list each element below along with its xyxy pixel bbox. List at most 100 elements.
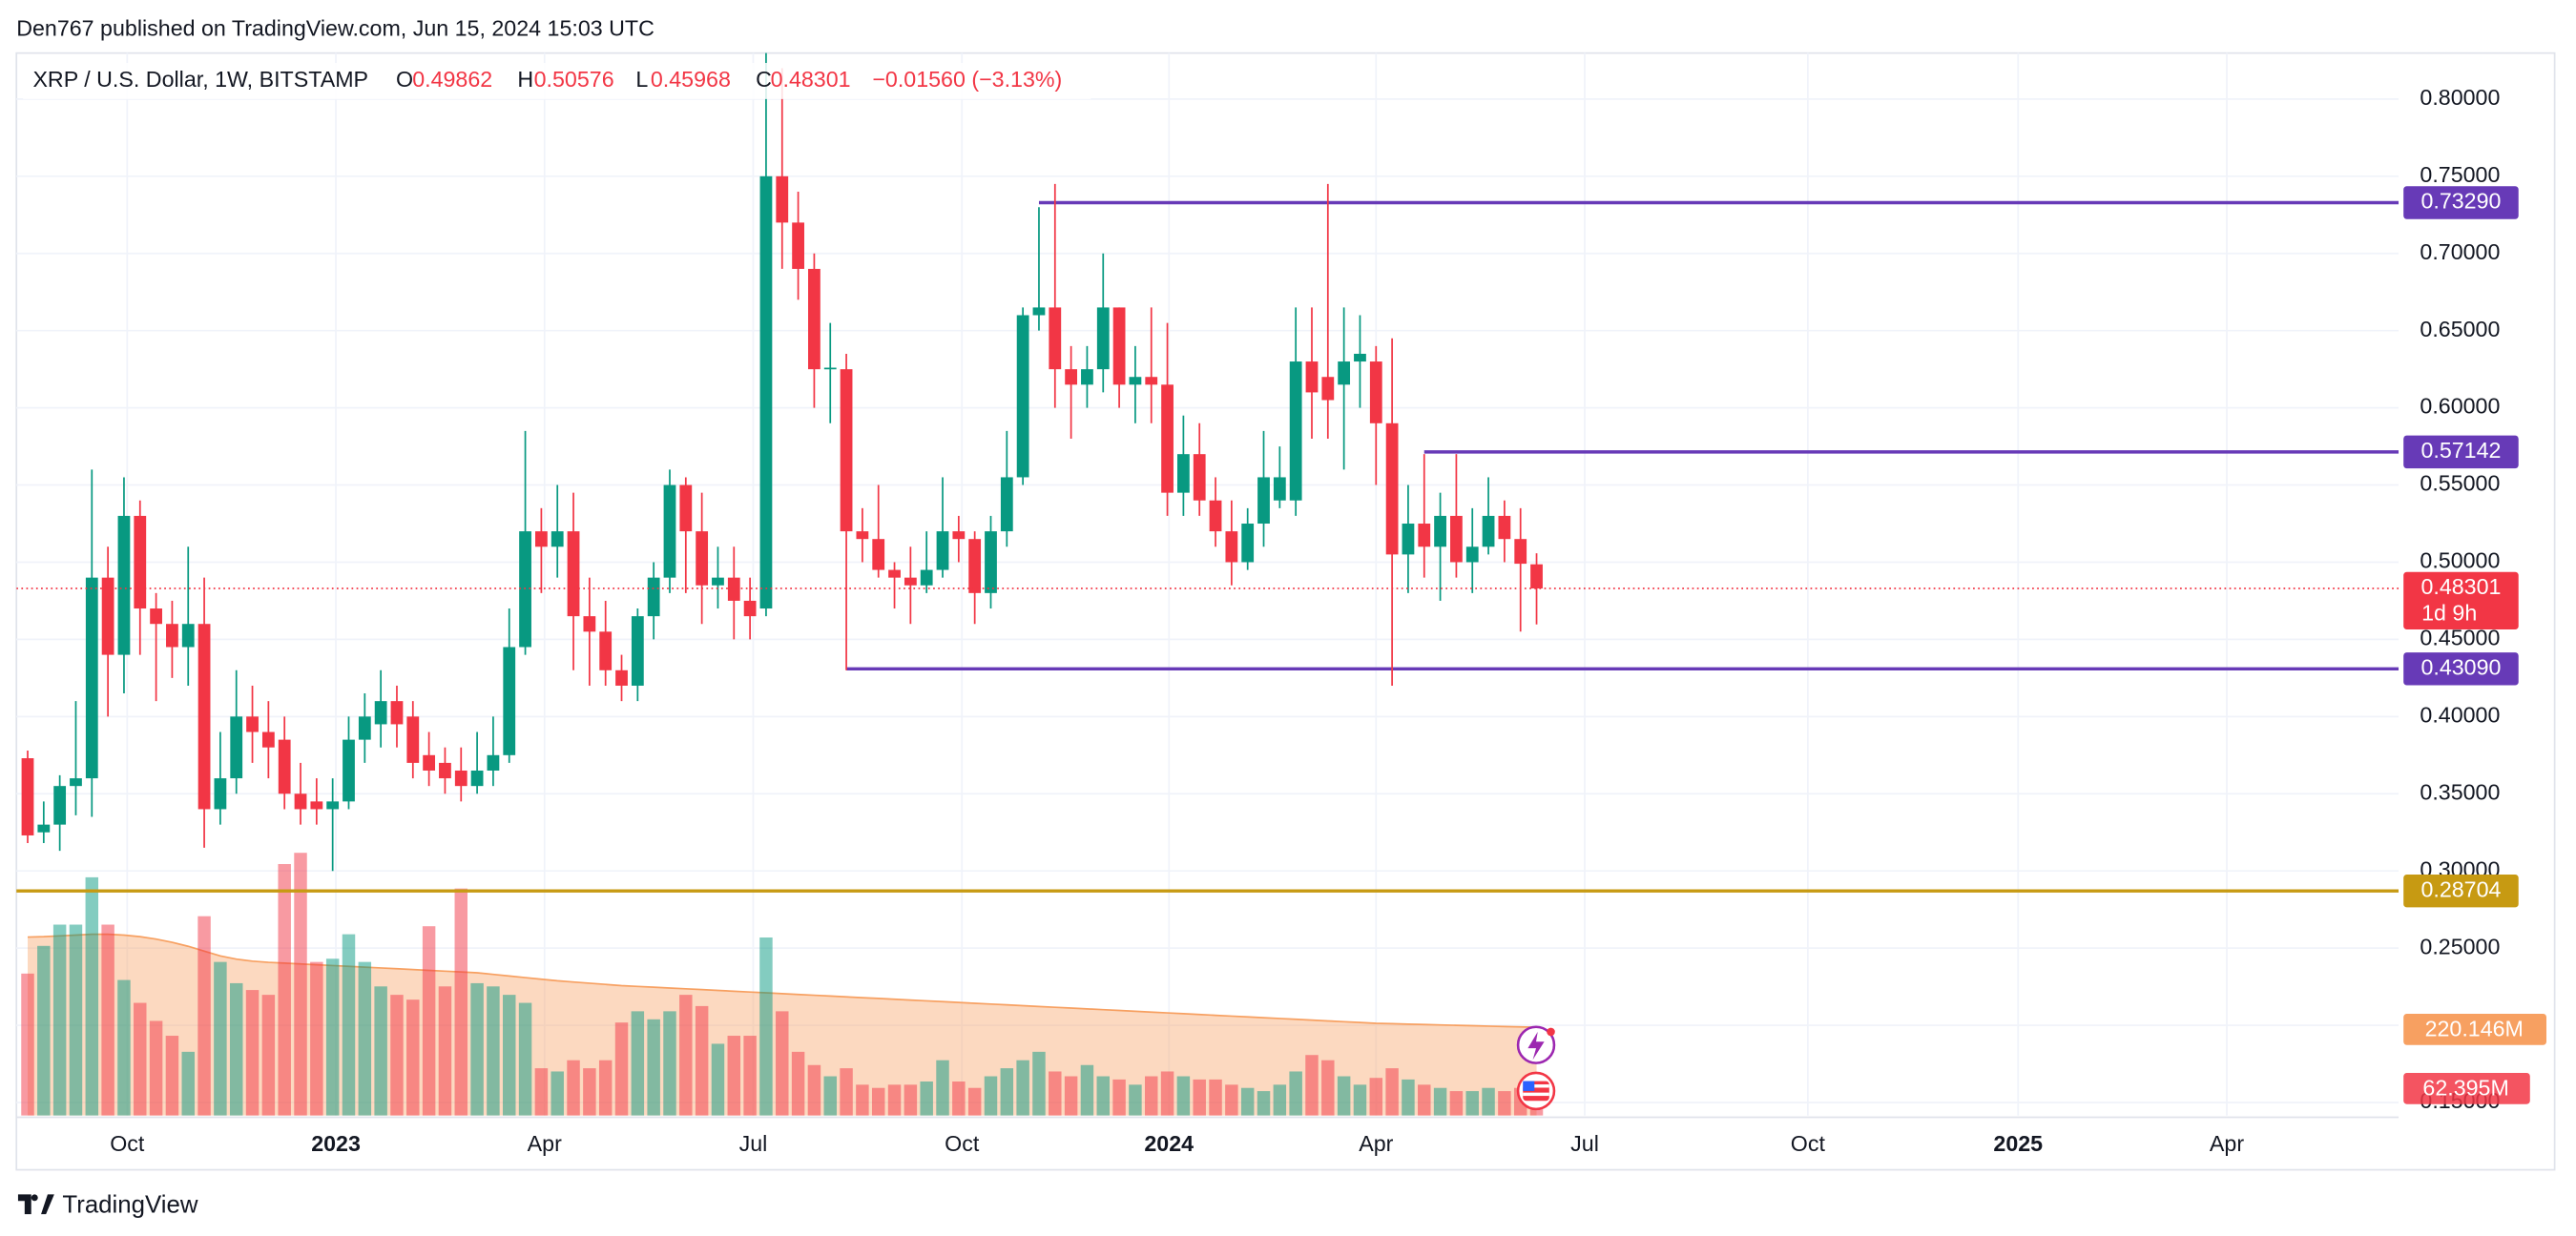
candle-body [423, 754, 436, 771]
volume-bar [583, 1068, 596, 1116]
candle-body [1514, 539, 1527, 565]
candle-body [968, 539, 982, 593]
volume-bar [229, 982, 243, 1116]
brand-logo [17, 1194, 54, 1215]
legend-low-key: L [635, 67, 648, 92]
volume-bar [21, 973, 34, 1116]
candle-body [840, 369, 853, 532]
volume-bar [743, 1036, 757, 1116]
volume-bar [390, 995, 404, 1116]
legend-close-key: C [756, 67, 772, 92]
candle-body [1530, 564, 1543, 588]
x-tick-label: Apr [528, 1131, 562, 1156]
volume-bar [117, 979, 131, 1116]
volume-bar [1016, 1060, 1029, 1116]
candle-body [1369, 361, 1382, 423]
candle-body [1176, 454, 1190, 493]
volume-bar [727, 1036, 741, 1116]
publisher-line: Den767 published on TradingView.com, Jun… [16, 16, 654, 41]
candle-body [1129, 377, 1142, 385]
volume-bar [598, 1060, 613, 1116]
candle-body [1289, 361, 1302, 501]
volume-bar [1129, 1084, 1142, 1116]
volume-bar [503, 995, 516, 1116]
x-tick-label: Oct [110, 1131, 145, 1156]
volume-bar [1032, 1051, 1046, 1116]
candle-body [727, 577, 740, 601]
candle-body [631, 616, 644, 686]
candle-body [343, 739, 355, 802]
volume-bar [1257, 1091, 1271, 1116]
y-tick-label: 0.80000 [2420, 85, 2500, 110]
candle-body [1225, 531, 1238, 563]
candle-body [470, 770, 484, 787]
x-tick-label: Oct [1791, 1131, 1826, 1156]
legend-low: 0.45968 [651, 67, 731, 92]
candle-body [823, 367, 837, 370]
candle-body [294, 793, 307, 810]
candle-body [1402, 524, 1415, 555]
volume-bar [920, 1081, 933, 1116]
legend-close: 0.48301 [771, 67, 851, 92]
volume-bar [759, 937, 773, 1116]
volume-bar [904, 1084, 918, 1116]
candle-body [872, 539, 885, 570]
candle-body [1016, 315, 1029, 478]
x-tick-label: 2024 [1144, 1131, 1194, 1156]
candle-body [150, 608, 162, 625]
volume-bar [1465, 1091, 1479, 1116]
candle-body [534, 531, 548, 547]
volume-bar [1433, 1087, 1447, 1116]
x-tick-label: Jul [1570, 1131, 1599, 1156]
volume-bar [358, 961, 372, 1116]
candle-body [1161, 384, 1174, 493]
volume-bar [647, 1019, 660, 1116]
y-tick-label: 0.65000 [2420, 317, 2500, 341]
candle-body [53, 786, 67, 825]
volume-bar [52, 924, 67, 1116]
volume-bar [1305, 1055, 1319, 1116]
volume-bar [1176, 1076, 1191, 1116]
notify-dot [1547, 1027, 1555, 1037]
level-tag [2403, 874, 2519, 908]
volume-bar [214, 961, 227, 1116]
volume-bar [776, 1011, 789, 1116]
volume-bar [856, 1084, 869, 1116]
volume-bar [614, 1022, 629, 1116]
candle-body [776, 175, 789, 223]
volume-bar [1064, 1076, 1078, 1116]
volume-bar [1385, 1068, 1399, 1116]
candle-body [1434, 515, 1446, 547]
volume-bar [454, 888, 467, 1116]
x-tick-label: 2025 [1993, 1131, 2043, 1156]
candle-body [663, 484, 676, 578]
candle-body [599, 631, 613, 670]
volume-bar [1353, 1084, 1367, 1116]
candle-body [1418, 524, 1431, 547]
y-tick-label: 0.70000 [2420, 239, 2500, 264]
volume-bar [1049, 1071, 1062, 1116]
volume-bar [791, 1051, 805, 1116]
volume-bar [149, 1020, 163, 1116]
candle-body [406, 716, 420, 763]
volume-bar [85, 876, 99, 1116]
y-tick-label: 0.60000 [2420, 394, 2500, 419]
candle-body [583, 616, 596, 632]
y-tick-label: 0.75000 [2420, 162, 2500, 187]
candle-body [1145, 377, 1158, 385]
candle-body [1385, 422, 1399, 555]
volume-bar [438, 986, 452, 1116]
candle-body [920, 569, 933, 586]
last-price-tag [2403, 571, 2519, 630]
level-tag [2403, 435, 2519, 469]
volume-bar [245, 990, 260, 1116]
volume-bar [695, 1005, 709, 1116]
candle-body [712, 577, 724, 586]
volume-bar [1080, 1064, 1094, 1116]
lightning-glyph [1527, 1031, 1545, 1061]
volume-bar [518, 1002, 532, 1116]
volume-tag [2403, 1072, 2530, 1104]
candle-body [743, 600, 757, 617]
y-tick-label: 0.55000 [2420, 471, 2500, 496]
